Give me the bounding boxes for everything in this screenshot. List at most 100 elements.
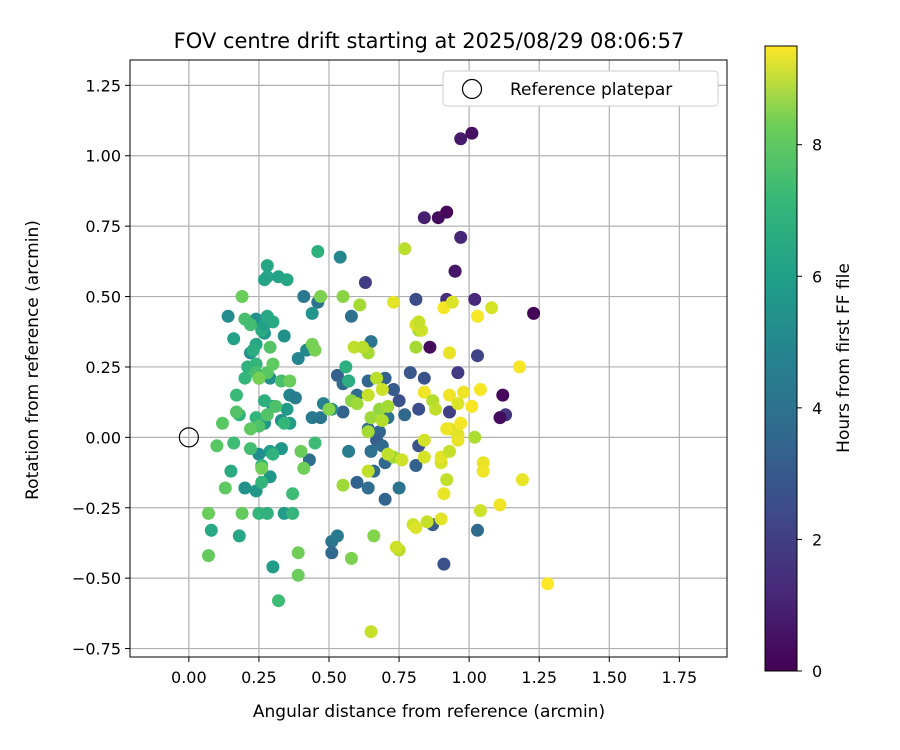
data-point bbox=[496, 388, 510, 402]
data-point bbox=[417, 371, 431, 385]
plot-frame bbox=[129, 59, 728, 658]
data-point bbox=[448, 264, 462, 278]
data-point bbox=[423, 340, 437, 354]
data-point bbox=[515, 473, 529, 487]
x-tick-label: 0.75 bbox=[381, 668, 417, 687]
data-point bbox=[322, 402, 336, 416]
y-tick-label: 0.50 bbox=[85, 288, 121, 307]
data-point bbox=[342, 374, 356, 388]
data-point bbox=[333, 250, 347, 264]
y-tick-label: 1.25 bbox=[85, 76, 121, 95]
colorbar-label: Hours from first FF file bbox=[834, 263, 854, 453]
data-point bbox=[429, 402, 442, 416]
x-tick-label: 1.25 bbox=[521, 668, 557, 687]
data-point bbox=[417, 211, 431, 225]
data-point bbox=[277, 416, 291, 430]
x-axis-label: Angular distance from reference (arcmin) bbox=[253, 702, 605, 722]
data-point bbox=[468, 292, 482, 306]
data-point bbox=[288, 391, 302, 405]
data-point bbox=[330, 529, 344, 543]
data-point bbox=[375, 414, 389, 427]
data-point bbox=[230, 388, 243, 402]
data-point bbox=[473, 504, 487, 518]
data-point bbox=[454, 132, 468, 146]
data-point bbox=[350, 397, 364, 411]
data-point bbox=[227, 332, 241, 346]
data-point bbox=[280, 273, 294, 287]
data-point bbox=[336, 405, 350, 419]
x-tick-label: 1.50 bbox=[591, 668, 627, 687]
data-point bbox=[294, 444, 308, 458]
data-point bbox=[336, 290, 350, 303]
legend-label: Reference platepar bbox=[510, 80, 672, 100]
chart-title: FOV centre drift starting at 2025/08/29 … bbox=[174, 29, 685, 53]
data-point bbox=[246, 343, 260, 357]
colorbar-tick-label: 4 bbox=[812, 399, 822, 418]
y-tick-label: 0.00 bbox=[85, 428, 121, 447]
data-point bbox=[258, 394, 271, 408]
colorbar-ticks: 0 2 4 6 8 bbox=[797, 136, 822, 681]
data-point bbox=[412, 315, 426, 329]
data-point bbox=[471, 349, 484, 363]
data-point bbox=[409, 459, 423, 472]
data-point bbox=[437, 487, 451, 501]
data-point bbox=[387, 383, 400, 396]
data-point bbox=[344, 551, 358, 565]
data-point bbox=[445, 295, 459, 309]
data-point bbox=[244, 318, 257, 332]
data-point bbox=[353, 298, 367, 312]
y-axis-ticks: −0.75 −0.50 −0.25 0.00 0.25 0.50 0.75 1.00 1.25 bbox=[72, 76, 130, 659]
data-point bbox=[255, 461, 269, 475]
data-point bbox=[291, 546, 305, 560]
data-point bbox=[476, 464, 490, 478]
data-point bbox=[210, 439, 224, 453]
x-tick-label: 1.75 bbox=[662, 668, 698, 687]
data-point bbox=[387, 295, 400, 309]
data-point bbox=[308, 436, 322, 450]
data-point bbox=[457, 385, 470, 399]
data-point bbox=[260, 408, 274, 422]
data-point bbox=[440, 473, 454, 487]
scatter-points bbox=[202, 126, 555, 639]
data-point bbox=[381, 399, 395, 413]
colorbar-gradient bbox=[764, 45, 798, 672]
data-point bbox=[202, 549, 215, 563]
data-point bbox=[471, 309, 484, 323]
data-point bbox=[280, 402, 294, 416]
data-point bbox=[409, 340, 423, 354]
data-point bbox=[527, 306, 541, 320]
data-point bbox=[454, 230, 468, 244]
x-tick-label: 0.50 bbox=[311, 668, 347, 687]
legend-box bbox=[442, 70, 719, 107]
y-tick-label: −0.25 bbox=[72, 499, 121, 518]
data-point bbox=[417, 450, 431, 464]
data-point bbox=[232, 529, 246, 543]
data-point bbox=[395, 453, 409, 467]
data-point bbox=[336, 478, 350, 492]
data-point bbox=[398, 408, 412, 422]
data-point bbox=[235, 290, 249, 303]
data-point bbox=[434, 512, 448, 526]
data-point bbox=[485, 301, 499, 315]
data-point bbox=[541, 577, 555, 591]
grid-lines bbox=[130, 60, 727, 657]
data-point bbox=[451, 433, 465, 447]
data-point bbox=[252, 371, 266, 385]
data-point bbox=[202, 506, 215, 520]
data-point bbox=[325, 546, 339, 560]
data-point bbox=[356, 340, 370, 354]
x-tick-label: 0.00 bbox=[171, 668, 207, 687]
data-point bbox=[381, 447, 395, 461]
data-point bbox=[314, 411, 328, 425]
x-tick-label: 1.00 bbox=[451, 668, 487, 687]
data-point bbox=[311, 245, 325, 258]
data-point bbox=[468, 430, 482, 444]
data-point bbox=[358, 276, 372, 289]
data-point bbox=[440, 422, 454, 436]
data-point bbox=[216, 416, 229, 430]
data-point bbox=[412, 402, 426, 416]
data-point bbox=[367, 529, 381, 543]
data-point bbox=[227, 436, 241, 450]
data-point bbox=[263, 340, 277, 354]
colorbar-tick-label: 0 bbox=[812, 662, 822, 681]
